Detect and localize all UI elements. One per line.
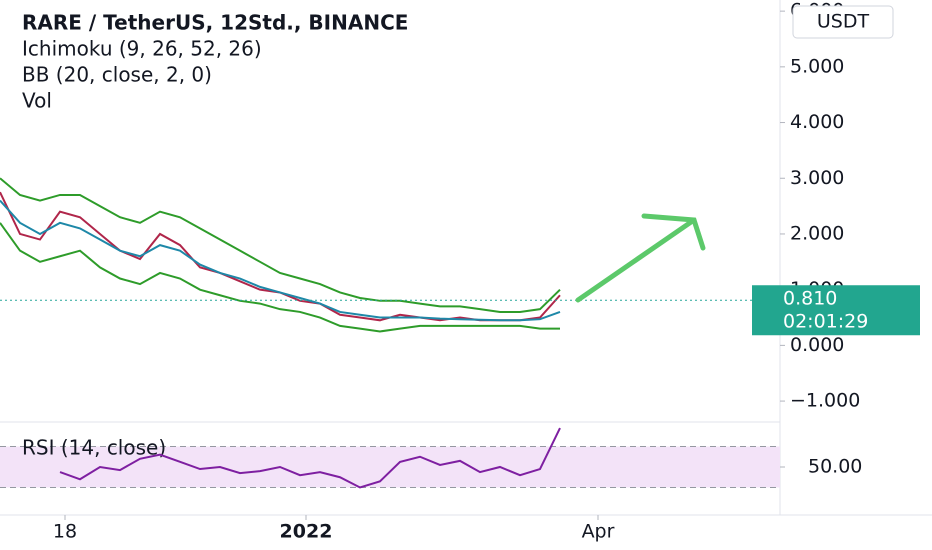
- y-tick-label: −1.000: [790, 390, 860, 412]
- series-line: [0, 199, 561, 322]
- indicator-label: Vol: [22, 89, 52, 113]
- currency-badge[interactable]: [792, 5, 894, 39]
- y-tick-label: 50.00: [808, 455, 862, 477]
- indicator-label: Ichimoku (9, 26, 52, 26): [22, 37, 262, 61]
- countdown: 02:01:29: [783, 311, 868, 333]
- rsi-title: RSI (14, close): [22, 436, 166, 460]
- forecast-arrow: [575, 213, 706, 303]
- x-tick-label: 18: [53, 521, 77, 543]
- series-line: [0, 222, 560, 333]
- rsi-band: [0, 446, 780, 488]
- series-line: [0, 177, 561, 313]
- x-tick-label: Apr: [582, 521, 615, 543]
- y-tick-label: 2.000: [790, 222, 844, 244]
- x-tick-label: 2022: [280, 521, 333, 543]
- symbol-title: RARE / TetherUS, 12Std., BINANCE: [22, 11, 408, 35]
- series-line: [59, 427, 561, 489]
- y-tick-label: 3.000: [790, 167, 844, 189]
- y-tick-label: 5.000: [790, 55, 844, 77]
- last-price-label: 0.810: [783, 288, 837, 310]
- y-tick-label: 4.000: [790, 111, 844, 133]
- y-tick-label: 0.000: [790, 334, 844, 356]
- last-price-badge: [752, 285, 920, 336]
- currency: USDT: [817, 11, 870, 33]
- indicator-label: BB (20, close, 2, 0): [22, 63, 212, 87]
